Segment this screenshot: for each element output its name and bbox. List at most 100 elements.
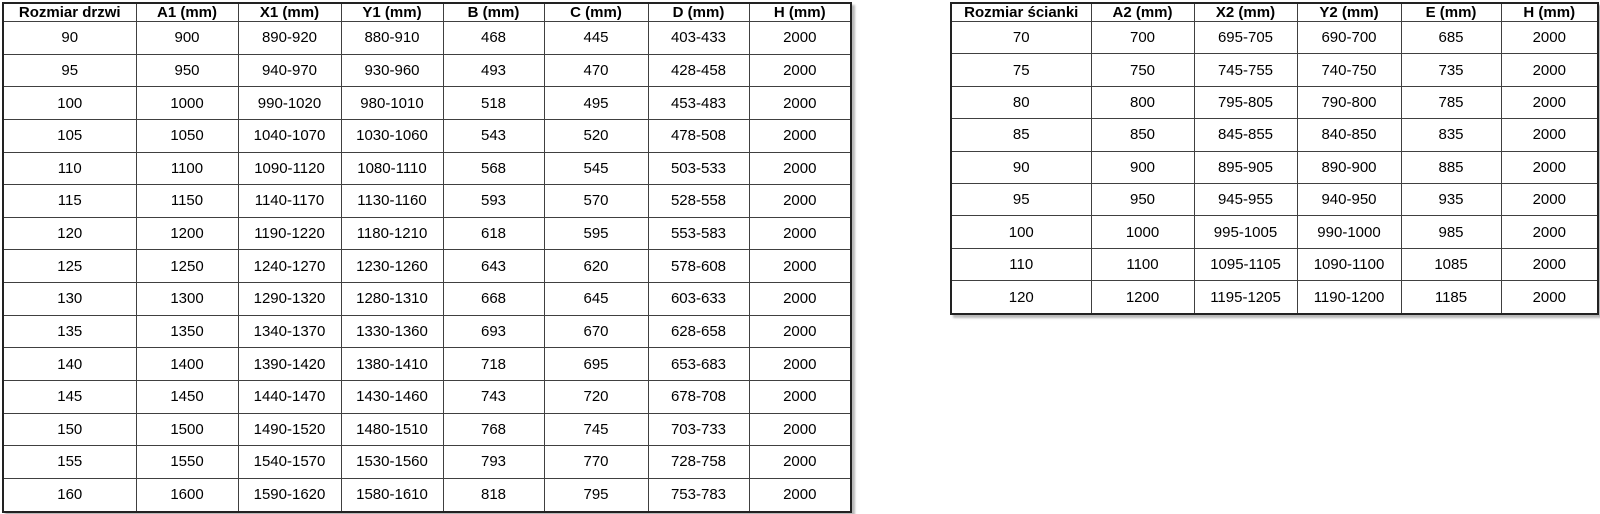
table-cell: 885 bbox=[1400, 150, 1502, 184]
table-cell: 995-1005 bbox=[1193, 215, 1298, 249]
table-cell: 1450 bbox=[135, 379, 239, 414]
column-header: B (mm) bbox=[442, 2, 545, 22]
table-cell: 985 bbox=[1400, 215, 1502, 249]
table-cell: 1530-1560 bbox=[340, 445, 444, 479]
table-row: 70 700 695-705 690-700 685 2000 bbox=[950, 20, 1599, 55]
table-cell: 493 bbox=[442, 53, 545, 88]
table-cell: 1050 bbox=[135, 118, 239, 153]
table-cell: 670 bbox=[543, 314, 649, 349]
table-cell: 695 bbox=[543, 347, 649, 381]
table-cell: 2000 bbox=[1500, 150, 1599, 184]
table-row: 100 1000 990-1020 980-1010 518 495 453-483 2000 bbox=[2, 86, 852, 120]
table-cell: 703-733 bbox=[647, 412, 750, 447]
table-cell: 578-608 bbox=[647, 249, 750, 283]
table-cell: 145 bbox=[2, 379, 137, 414]
table-row: 155 1550 1540-1570 1530-1560 793 770 728-758 20… bbox=[2, 445, 852, 479]
table-cell: 150 bbox=[2, 412, 137, 447]
table-cell: 2000 bbox=[1500, 280, 1599, 315]
table-cell: 668 bbox=[442, 282, 545, 316]
table-cell: 785 bbox=[1400, 85, 1502, 120]
table-cell: 940-950 bbox=[1296, 182, 1402, 217]
table-cell: 1400 bbox=[135, 347, 239, 381]
table-cell: 495 bbox=[543, 86, 649, 120]
table-cell: 768 bbox=[442, 412, 545, 447]
table-cell: 1440-1470 bbox=[237, 379, 342, 414]
table-cell: 518 bbox=[442, 86, 545, 120]
table-cell: 1250 bbox=[135, 249, 239, 283]
column-header: A1 (mm) bbox=[135, 2, 239, 22]
table-cell: 1200 bbox=[1090, 280, 1195, 315]
table-cell: 1540-1570 bbox=[237, 445, 342, 479]
table-row: 160 1600 1590-1620 1580-1610 818 795 753-783 20… bbox=[2, 477, 852, 513]
table-cell: 735 bbox=[1400, 53, 1502, 87]
table-cell: 468 bbox=[442, 21, 545, 55]
table-cell: 478-508 bbox=[647, 118, 750, 153]
table-cell: 890-900 bbox=[1296, 150, 1402, 184]
table-cell: 70 bbox=[950, 20, 1092, 55]
table-cell: 1480-1510 bbox=[340, 412, 444, 447]
table-cell: 718 bbox=[442, 347, 545, 381]
table-cell: 140 bbox=[2, 347, 137, 381]
table-cell: 125 bbox=[2, 249, 137, 283]
table-cell: 1230-1260 bbox=[340, 249, 444, 283]
table-cell: 1430-1460 bbox=[340, 379, 444, 414]
table-cell: 1200 bbox=[135, 216, 239, 251]
table-cell: 2000 bbox=[1500, 20, 1599, 55]
table-cell: 90 bbox=[2, 21, 137, 55]
table-cell: 115 bbox=[2, 184, 137, 218]
table-cell: 950 bbox=[1090, 182, 1195, 217]
table-row: 100 1000 995-1005 990-1000 985 2000 bbox=[950, 215, 1599, 249]
table-cell: 2000 bbox=[1500, 85, 1599, 120]
table-cell: 1185 bbox=[1400, 280, 1502, 315]
column-header: C (mm) bbox=[543, 2, 649, 22]
table-cell: 2000 bbox=[748, 249, 852, 283]
table-cell: 990-1020 bbox=[237, 86, 342, 120]
table-cell: 745 bbox=[543, 412, 649, 447]
table-cell: 1590-1620 bbox=[237, 477, 342, 513]
table-row: 120 1200 1190-1220 1180-1210 618 595 553-583 20… bbox=[2, 216, 852, 251]
table-row: 145 1450 1440-1470 1430-1460 743 720 678-708 20… bbox=[2, 379, 852, 414]
table-cell: 845-855 bbox=[1193, 118, 1298, 152]
table-cell: 2000 bbox=[748, 151, 852, 186]
table-cell: 1150 bbox=[135, 184, 239, 218]
table-cell: 2000 bbox=[748, 314, 852, 349]
table-cell: 1300 bbox=[135, 282, 239, 316]
table-cell: 2000 bbox=[1500, 215, 1599, 249]
table-cell: 685 bbox=[1400, 20, 1502, 55]
table-cell: 470 bbox=[543, 53, 649, 88]
table-row: 80 800 795-805 790-800 785 2000 bbox=[950, 85, 1599, 120]
table-cell: 2000 bbox=[1500, 182, 1599, 217]
table-row: 90 900 895-905 890-900 885 2000 bbox=[950, 150, 1599, 184]
table-row: 130 1300 1290-1320 1280-1310 668 645 603-633 20… bbox=[2, 282, 852, 316]
table-cell: 2000 bbox=[748, 53, 852, 88]
table-cell: 1040-1070 bbox=[237, 118, 342, 153]
table-cell: 890-920 bbox=[237, 21, 342, 55]
table-row: 125 1250 1240-1270 1230-1260 643 620 578-608 20… bbox=[2, 249, 852, 283]
header-row: Rozmiar ścianki A2 (mm) X2 (mm) Y2 (mm) E (m… bbox=[950, 2, 1599, 22]
column-header: E (mm) bbox=[1400, 2, 1502, 22]
table-cell: 2000 bbox=[748, 347, 852, 381]
table-cell: 120 bbox=[950, 280, 1092, 315]
table-cell: 2000 bbox=[748, 216, 852, 251]
table-row: 120 1200 1195-1205 1190-1200 1185 2000 bbox=[950, 280, 1599, 315]
table-cell: 95 bbox=[2, 53, 137, 88]
table-cell: 618 bbox=[442, 216, 545, 251]
table-cell: 990-1000 bbox=[1296, 215, 1402, 249]
table-row: 75 750 745-755 740-750 735 2000 bbox=[950, 53, 1599, 87]
table-cell: 453-483 bbox=[647, 86, 750, 120]
table-cell: 160 bbox=[2, 477, 137, 513]
table-cell: 75 bbox=[950, 53, 1092, 87]
table-row: 105 1050 1040-1070 1030-1060 543 520 478-508 20… bbox=[2, 118, 852, 153]
table-cell: 1600 bbox=[135, 477, 239, 513]
table-cell: 1240-1270 bbox=[237, 249, 342, 283]
table-row: 90 900 890-920 880-910 468 445 403-433 2000 bbox=[2, 21, 852, 55]
column-header: Y1 (mm) bbox=[340, 2, 444, 22]
table-cell: 503-533 bbox=[647, 151, 750, 186]
table-cell: 1090-1100 bbox=[1296, 247, 1402, 282]
table-cell: 100 bbox=[950, 215, 1092, 249]
column-header: H (mm) bbox=[748, 2, 852, 22]
table-cell: 840-850 bbox=[1296, 118, 1402, 152]
table-row: 95 950 940-970 930-960 493 470 428-458 2000 bbox=[2, 53, 852, 88]
table-cell: 895-905 bbox=[1193, 150, 1298, 184]
table-cell: 100 bbox=[2, 86, 137, 120]
